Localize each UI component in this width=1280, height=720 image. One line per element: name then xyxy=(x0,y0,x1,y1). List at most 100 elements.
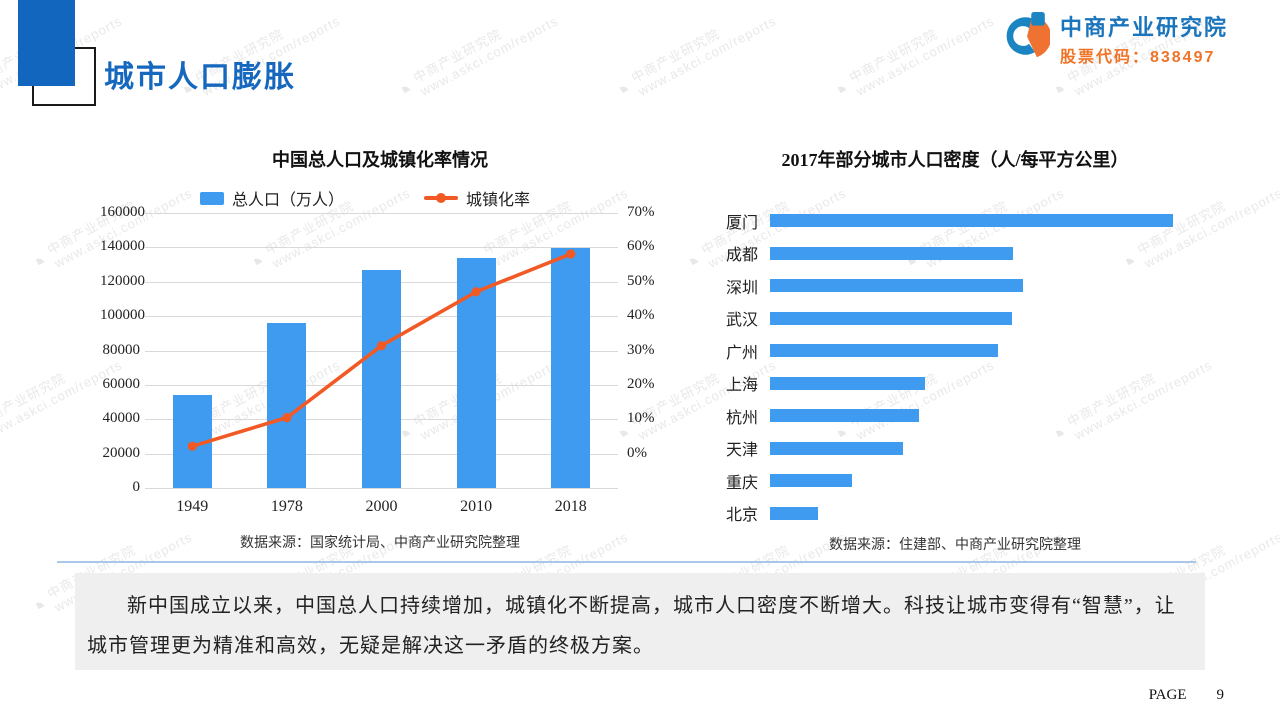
city-label: 重庆 xyxy=(725,474,758,492)
left-axis-tick: 60000 xyxy=(102,375,141,392)
chart1-title: 中国总人口及城镇化率情况 xyxy=(272,150,488,170)
bar-legend-swatch xyxy=(199,191,224,205)
density-bar xyxy=(770,376,926,390)
density-row: 成都 xyxy=(690,237,1013,270)
watermark-logo-glyph: ◔ xyxy=(606,73,638,111)
city-label: 杭州 xyxy=(725,409,758,427)
density-row: 杭州 xyxy=(690,399,920,432)
right-axis-tick: 60% xyxy=(627,238,655,255)
company-logo: 中商产业研究院 股票代码：838497 xyxy=(1000,10,1228,67)
chart2-title: 2017年部分城市人口密度（人/每平方公里） xyxy=(781,150,1129,170)
city-label: 天津 xyxy=(725,442,758,460)
city-label: 武汉 xyxy=(725,312,758,330)
watermark-line2: www.askci.com/reports xyxy=(417,13,561,99)
population-bar xyxy=(267,322,307,488)
urbanization-line xyxy=(187,249,576,451)
left-axis-tick: 100000 xyxy=(100,307,145,324)
legend-item-urbanization: 城镇化率 xyxy=(424,186,530,210)
left-axis-tick: 140000 xyxy=(100,238,145,255)
plot-gridline xyxy=(145,247,618,249)
summary-box: 新中国成立以来，中国总人口持续增加，城镇化不断提高，城市人口密度不断增大。科技让… xyxy=(75,573,1205,670)
page-number: 9 xyxy=(1216,687,1225,703)
legend-label-population: 总人口（万人） xyxy=(231,192,344,209)
right-axis-tick: 70% xyxy=(627,204,655,220)
watermark-line1: 中商产业研究院 xyxy=(410,26,505,86)
density-row: 武汉 xyxy=(690,302,1012,335)
watermark-logo-glyph: ◔ xyxy=(388,73,420,111)
density-bar xyxy=(770,441,903,455)
company-name: 中商产业研究院 xyxy=(1059,15,1228,40)
chart1-legend: 总人口（万人） 城镇化率 xyxy=(100,186,630,210)
city-label: 北京 xyxy=(725,507,758,525)
left-axis-tick: 40000 xyxy=(102,410,141,427)
density-bar xyxy=(770,344,999,358)
right-axis-tick: 0% xyxy=(627,444,647,461)
city-label: 深圳 xyxy=(725,279,758,297)
company-logo-text: 中商产业研究院 股票代码：838497 xyxy=(1060,10,1228,67)
right-axis-tick: 10% xyxy=(627,410,655,427)
left-axis-tick: 120000 xyxy=(100,272,145,289)
line-legend-dot xyxy=(436,193,446,203)
density-bar xyxy=(770,311,1012,325)
page-footer: PAGE 9 xyxy=(1149,687,1224,704)
left-axis-tick: 80000 xyxy=(102,341,141,358)
right-axis-tick: 40% xyxy=(627,307,655,324)
watermark-logo-glyph: ◔ xyxy=(22,589,54,627)
city-density-chart: 2017年部分城市人口密度（人/每平方公里） 厦门成都深圳武汉广州上海杭州天津重… xyxy=(690,138,1220,563)
population-bar xyxy=(362,270,401,488)
stock-code: 股票代码：838497 xyxy=(1059,49,1216,66)
city-label: 上海 xyxy=(725,377,758,395)
line-legend-swatch xyxy=(424,193,458,203)
watermark-line2: www.askci.com/reports xyxy=(635,13,779,99)
density-row: 深圳 xyxy=(690,269,1024,302)
legend-item-population: 总人口（万人） xyxy=(199,186,344,210)
chart2-source: 数据来源：住建部、中商产业研究院整理 xyxy=(829,538,1081,553)
density-bar xyxy=(770,246,1013,260)
right-axis-tick: 30% xyxy=(627,341,655,358)
population-bar xyxy=(551,248,591,488)
right-axis-tick: 20% xyxy=(627,375,655,392)
density-row: 广州 xyxy=(690,334,999,367)
plot-gridline xyxy=(145,213,618,214)
watermark-line2: www.askci.com/reports xyxy=(853,13,997,99)
density-row: 厦门 xyxy=(690,204,1173,237)
city-label: 厦门 xyxy=(725,214,758,232)
left-axis-tick: 0 xyxy=(132,479,141,495)
density-row: 北京 xyxy=(690,497,818,530)
left-axis-tick: 20000 xyxy=(102,444,141,461)
x-axis-label: 1949 xyxy=(176,498,209,515)
watermark-logo-glyph: ◔ xyxy=(824,73,856,111)
watermark-line1: 中商产业研究院 xyxy=(846,26,941,86)
density-bar xyxy=(770,409,920,423)
chart1-source: 数据来源：国家统计局、中商产业研究院整理 xyxy=(240,536,520,551)
density-row: 天津 xyxy=(690,432,903,465)
density-bar xyxy=(770,279,1024,293)
density-bar xyxy=(770,214,1173,227)
density-bar xyxy=(770,506,818,520)
right-axis-tick: 50% xyxy=(627,272,655,289)
density-row: 重庆 xyxy=(690,464,852,497)
left-axis-tick: 160000 xyxy=(100,204,145,220)
x-axis-label: 2018 xyxy=(554,498,587,515)
header-accent-block xyxy=(18,0,75,86)
x-axis-label: 1978 xyxy=(270,498,303,515)
city-label: 广州 xyxy=(725,344,758,362)
legend-label-urbanization: 城镇化率 xyxy=(466,192,531,209)
watermark-logo-glyph: ◔ xyxy=(22,245,54,283)
watermark-line1: 中商产业研究院 xyxy=(628,26,723,86)
company-logo-icon xyxy=(1000,11,1052,66)
summary-text: 新中国成立以来，中国总人口持续增加，城镇化不断提高，城市人口密度不断增大。科技让… xyxy=(87,595,1176,657)
x-axis-label: 2010 xyxy=(460,498,493,515)
plot-gridline xyxy=(145,488,618,489)
density-bar xyxy=(770,474,852,488)
page-label: PAGE xyxy=(1148,687,1187,703)
x-axis-label: 2000 xyxy=(365,498,398,515)
population-urbanization-chart: 中国总人口及城镇化率情况 总人口（万人） 城镇化率 160000 70% 14000… xyxy=(100,138,660,563)
watermark-logo-glyph: ◔ xyxy=(1042,73,1074,111)
